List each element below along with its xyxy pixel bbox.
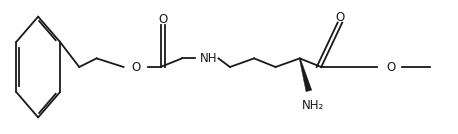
Text: O: O (158, 13, 168, 26)
Text: NH₂: NH₂ (302, 99, 325, 112)
Text: NH: NH (200, 52, 217, 65)
Text: O: O (335, 11, 344, 24)
Text: O: O (132, 60, 141, 74)
Polygon shape (299, 58, 312, 92)
Text: O: O (387, 60, 396, 74)
